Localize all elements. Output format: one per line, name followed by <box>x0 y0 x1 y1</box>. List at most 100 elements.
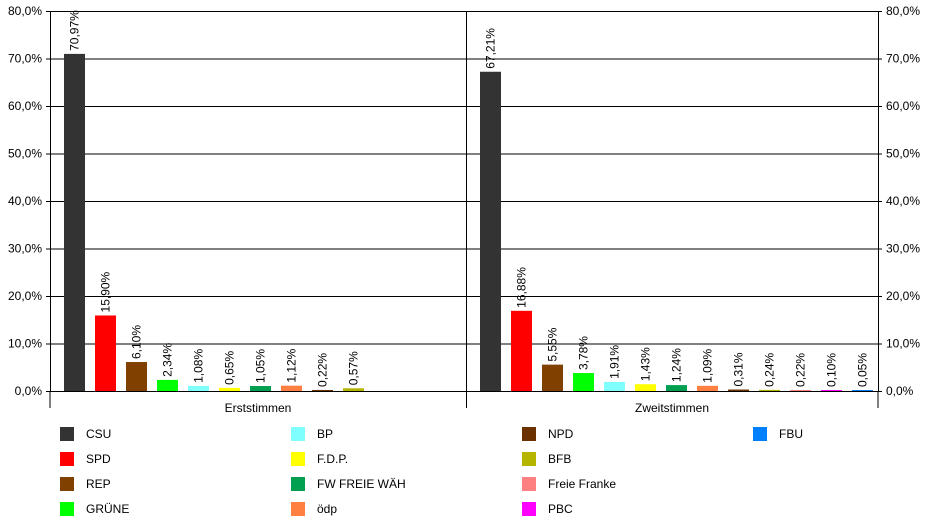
legend-item: Freie Franke <box>522 474 616 494</box>
legend-label: BFB <box>548 452 572 466</box>
bar-0-2 <box>126 362 147 391</box>
bar-1-5 <box>635 384 656 391</box>
data-label: 1,05% <box>254 349 268 383</box>
y-tick-label-right: 10,0% <box>886 337 920 351</box>
data-label: 1,91% <box>608 345 622 379</box>
y-tick-label-right: 80,0% <box>886 4 920 18</box>
bar-1-1 <box>511 310 532 391</box>
legend-swatch <box>291 452 305 466</box>
legend-label: FBU <box>779 427 803 441</box>
legend-item: FBU <box>753 424 803 444</box>
bar-0-1 <box>95 315 116 391</box>
y-tick-label-left: 0,0% <box>15 384 43 398</box>
y-tick-label-right: 60,0% <box>886 99 920 113</box>
bar-1-6 <box>666 385 687 391</box>
legend-swatch <box>522 502 536 516</box>
data-label: 2,34% <box>161 343 175 377</box>
legend-item: BP <box>291 424 333 444</box>
y-tick-label-right: 70,0% <box>886 52 920 66</box>
data-label: 16,88% <box>515 267 529 308</box>
data-label: 0,22% <box>794 353 808 387</box>
bar-1-3 <box>573 373 594 391</box>
y-tick-label-left: 20,0% <box>8 289 42 303</box>
bar-1-10 <box>790 389 811 391</box>
legend-label: F.D.P. <box>317 452 349 466</box>
bar-1-11 <box>821 390 842 391</box>
bar-0-7 <box>281 385 302 391</box>
data-label: 1,09% <box>701 348 715 382</box>
data-label: 0,10% <box>825 353 839 387</box>
legend-swatch <box>291 477 305 491</box>
legend-item: NPD <box>522 424 573 444</box>
legend-label: ödp <box>317 502 338 516</box>
legend-item: ödp <box>291 499 337 519</box>
bar-0-8 <box>312 389 333 391</box>
bar-0-3 <box>157 379 178 391</box>
legend-item: GRÜNE <box>60 499 129 519</box>
legend-label: SPD <box>86 452 111 466</box>
data-label: 70,97% <box>68 10 82 51</box>
y-tick-label-left: 40,0% <box>8 194 42 208</box>
y-tick-label-left: 50,0% <box>8 147 42 161</box>
y-tick-label-right: 20,0% <box>886 289 920 303</box>
data-label: 3,78% <box>577 336 591 370</box>
y-tick-label-right: 30,0% <box>886 242 920 256</box>
category-label: Erststimmen <box>225 401 292 415</box>
y-tick-label-left: 70,0% <box>8 52 42 66</box>
data-label: 6,10% <box>130 325 144 359</box>
bar-1-9 <box>759 389 780 391</box>
y-tick-label-right: 0,0% <box>886 384 914 398</box>
bar-0-5 <box>219 387 240 391</box>
bar-1-12 <box>852 390 873 391</box>
legend-label: PBC <box>548 502 573 516</box>
data-label: 1,43% <box>639 347 653 381</box>
bar-0-0 <box>64 53 85 391</box>
legend-item: CSU <box>60 424 111 444</box>
category-label: Zweitstimmen <box>635 401 709 415</box>
legend-swatch <box>753 427 767 441</box>
legend-swatch <box>60 502 74 516</box>
legend-label: Freie Franke <box>548 477 617 491</box>
data-label: 0,24% <box>763 353 777 387</box>
legend-item: BFB <box>522 449 571 469</box>
data-label: 1,08% <box>192 349 206 383</box>
data-label: 15,90% <box>99 271 113 312</box>
legend-item: F.D.P. <box>291 449 348 469</box>
bar-1-7 <box>697 385 718 391</box>
bar-0-4 <box>188 385 209 391</box>
legend-item: PBC <box>522 499 573 519</box>
bar-0-6 <box>250 386 271 391</box>
y-tick-label-right: 40,0% <box>886 194 920 208</box>
legend-swatch <box>60 452 74 466</box>
y-tick-label-right: 50,0% <box>886 147 920 161</box>
y-tick-label-left: 30,0% <box>8 242 42 256</box>
bar-1-2 <box>542 364 563 391</box>
legend-swatch <box>522 452 536 466</box>
bar-0-9 <box>343 388 364 391</box>
legend-swatch <box>291 502 305 516</box>
legend-swatch <box>60 477 74 491</box>
legend-label: NPD <box>548 427 574 441</box>
data-label: 67,21% <box>484 28 498 69</box>
data-label: 5,55% <box>546 327 560 361</box>
y-tick-label-left: 80,0% <box>8 4 42 18</box>
legend-swatch <box>60 427 74 441</box>
legend-label: BP <box>317 427 334 441</box>
bar-1-4 <box>604 381 625 391</box>
legend-label: CSU <box>86 427 112 441</box>
legend-item: REP <box>60 474 111 494</box>
legend-swatch <box>522 427 536 441</box>
y-tick-label-left: 10,0% <box>8 337 42 351</box>
bar-1-0 <box>480 71 501 391</box>
legend-swatch <box>522 477 536 491</box>
chart-legend: CSU SPD REP GRÜNE BP F.D.P. FW FREIE WÄH ödp NPD… <box>0 418 938 528</box>
data-label: 0,22% <box>316 353 330 387</box>
legend-label: REP <box>86 477 111 491</box>
legend-label: FW FREIE WÄH <box>317 477 406 491</box>
bar-chart: 0,0% 0,0% 10,0% 10,0% 20,0% 20,0% 30,0% 30,0% 40… <box>8 4 920 415</box>
data-label: 0,05% <box>856 353 870 387</box>
data-label: 0,65% <box>223 351 237 385</box>
y-tick-label-left: 60,0% <box>8 99 42 113</box>
data-label: 0,31% <box>732 352 746 386</box>
legend-item: SPD <box>60 449 111 469</box>
